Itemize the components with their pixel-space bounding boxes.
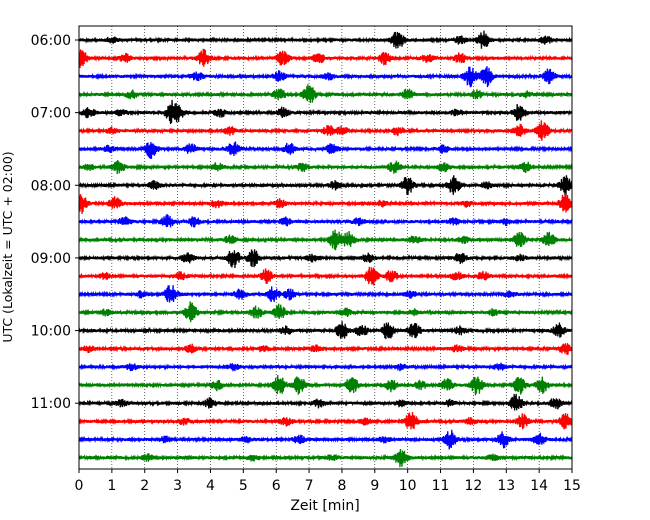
x-axis-label: Zeit [min] <box>290 498 359 514</box>
x-axis-ticks: 0 1 2 3 4 5 6 7 8 9 10 11 12 13 14 15 <box>75 469 581 494</box>
x-tick-label: 7 <box>305 478 314 494</box>
x-tick-label: 5 <box>239 478 248 494</box>
y-tick-label: 11:00 <box>31 396 71 412</box>
trace-line <box>78 193 573 214</box>
x-tick-label: 15 <box>563 478 581 494</box>
trace-line <box>78 393 573 411</box>
trace-line <box>78 159 573 175</box>
trace-line <box>78 120 573 141</box>
x-tick-label: 13 <box>497 478 515 494</box>
plot-frame <box>78 25 573 470</box>
trace-line <box>78 301 573 323</box>
x-tick-label: 11 <box>432 478 450 494</box>
trace-line <box>78 285 573 303</box>
y-tick-label: 10:00 <box>31 324 71 340</box>
trace-line <box>78 30 573 49</box>
trace-line <box>78 175 573 196</box>
trace-line <box>78 249 573 268</box>
y-axis-label: UTC (Lokalzeit = UTC + 02:00) <box>0 151 15 342</box>
trace-line <box>78 48 573 69</box>
trace-line <box>78 84 573 104</box>
trace-line <box>78 362 573 372</box>
plot-background <box>79 26 572 469</box>
x-tick-label: 10 <box>399 478 417 494</box>
y-tick-label: 06:00 <box>31 33 71 49</box>
trace-line <box>78 66 573 88</box>
trace-line <box>78 429 573 450</box>
trace-line <box>78 321 573 340</box>
y-tick-label: 07:00 <box>31 106 71 122</box>
y-axis-ticks: 06:00 07:00 08:00 09:00 10:00 11:00 <box>31 33 79 412</box>
x-tick-label: 14 <box>530 478 548 494</box>
trace-line <box>78 374 573 396</box>
x-gridlines <box>111 26 540 469</box>
x-tick-label: 8 <box>337 478 346 494</box>
x-tick-label: 0 <box>75 478 84 494</box>
trace-line <box>78 343 573 355</box>
trace-line <box>78 229 573 251</box>
trace-line <box>78 141 573 159</box>
y-tick-label: 09:00 <box>31 251 71 267</box>
y-tick-label: 08:00 <box>31 178 71 194</box>
x-tick-label: 3 <box>173 478 182 494</box>
trace-line <box>78 448 573 468</box>
x-tick-label: 9 <box>370 478 379 494</box>
x-tick-label: 2 <box>140 478 149 494</box>
trace-line <box>78 411 573 430</box>
seismogram-traces <box>78 30 573 468</box>
trace-line <box>78 214 573 228</box>
x-tick-label: 6 <box>272 478 281 494</box>
trace-line <box>78 266 573 286</box>
x-tick-label: 4 <box>206 478 215 494</box>
x-tick-label: 12 <box>464 478 482 494</box>
x-tick-label: 1 <box>107 478 116 494</box>
trace-line <box>78 99 573 124</box>
